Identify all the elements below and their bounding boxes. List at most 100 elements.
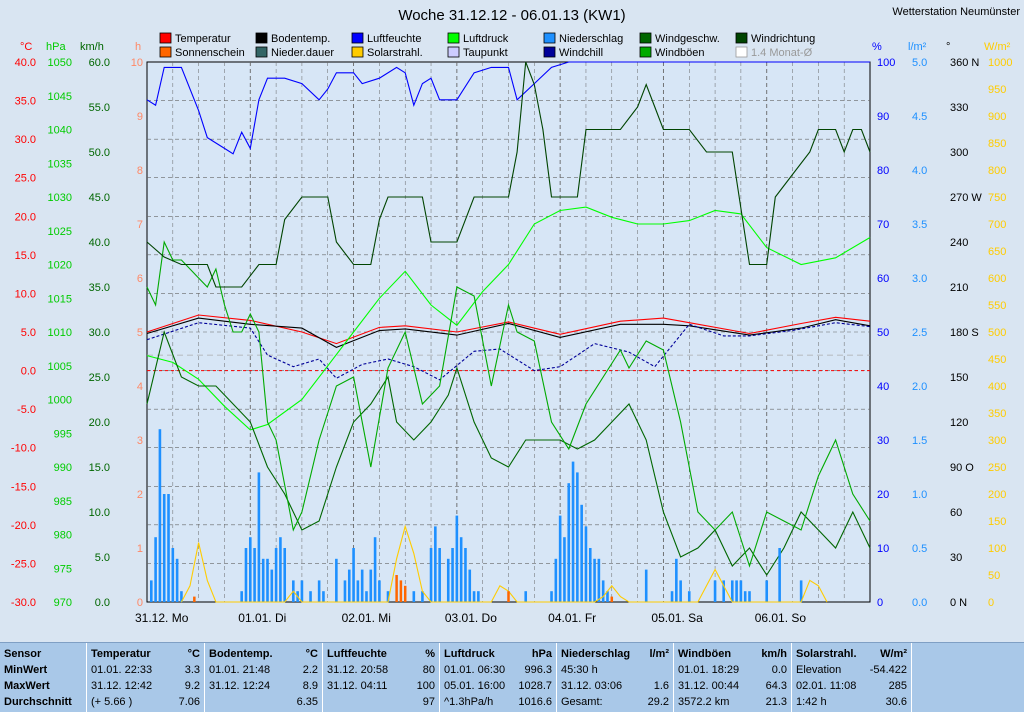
day-label: 03.01. Do xyxy=(445,611,497,625)
lm2-axis-tick: 4.5 xyxy=(912,111,927,123)
bar-Niederschlag xyxy=(421,591,424,602)
stats-column: Luftfeuchte% 31.12. 20:58 80 31.12. 04:11 10… xyxy=(323,643,440,712)
bar-Niederschlag xyxy=(593,558,596,602)
wm2-axis-tick: 850 xyxy=(988,138,1006,150)
stats-cell-value: 80 xyxy=(422,664,435,676)
legend-swatch xyxy=(639,32,652,44)
stats-label-max: MaxWert xyxy=(4,680,50,692)
day-label: 06.01. So xyxy=(755,611,807,625)
legend-label: Temperatur xyxy=(175,33,231,45)
temp-axis-tick: 5.0 xyxy=(21,327,36,339)
kmh-axis-tick: 60.0 xyxy=(89,57,110,69)
stats-row: 01.01. 18:29 0.0 xyxy=(678,662,787,678)
day-label: 31.12. Mo xyxy=(135,611,189,625)
bar-Niederschlag xyxy=(162,494,166,602)
bar-Niederschlag xyxy=(675,558,678,602)
legend-swatch xyxy=(351,46,364,58)
hpa-unit: hPa xyxy=(46,41,66,53)
bar-Niederschlag xyxy=(644,569,648,602)
bar-Niederschlag xyxy=(322,591,325,602)
kmh-axis-tick: 15.0 xyxy=(89,462,110,474)
hpa-axis-tick: 1010 xyxy=(48,327,72,339)
lm2-unit: l/m² xyxy=(908,41,927,53)
stats-cell-value: 8.9 xyxy=(302,680,318,692)
stats-cell-value: 7.06 xyxy=(178,696,200,708)
bar-Niederschlag xyxy=(373,537,377,602)
legend-label: Windrichtung xyxy=(751,33,815,45)
wm2-axis-tick: 400 xyxy=(988,381,1006,393)
hpa-axis-tick: 1005 xyxy=(48,361,72,373)
bar-Niederschlag xyxy=(584,526,588,602)
bar-Niederschlag xyxy=(451,548,454,602)
hpa-axis-tick: 970 xyxy=(54,597,72,609)
legend-swatch xyxy=(159,46,172,58)
stats-cell-label: 01.01. 22:33 xyxy=(91,664,153,676)
bar-Niederschlag xyxy=(477,591,480,602)
kmh-axis-tick: 10.0 xyxy=(89,507,110,519)
line-Luftfeuchte xyxy=(146,61,870,155)
bar-Niederschlag xyxy=(446,558,450,602)
legend-label: Windchill xyxy=(559,47,603,59)
bar-Niederschlag xyxy=(317,580,321,602)
stats-cell-value: 1028.7 xyxy=(518,680,552,692)
day-label: 04.01. Fr xyxy=(548,611,596,625)
bar-Niederschlag xyxy=(270,569,274,602)
hpa-axis-tick: 1015 xyxy=(48,293,72,305)
deg-axis-tick: 270 W xyxy=(950,192,982,204)
legend-label: Solarstrahl. xyxy=(367,47,423,59)
stats-cell-label: 01.01. 06:30 xyxy=(444,664,506,676)
pct-axis-tick: 70 xyxy=(877,219,889,231)
wm2-axis-tick: 500 xyxy=(988,327,1006,339)
kmh-axis-tick: 20.0 xyxy=(89,417,110,429)
bar-Niederschlag xyxy=(563,537,566,602)
chart-title: Woche 31.12.12 - 06.01.13 (KW1) xyxy=(398,7,625,24)
kmh-axis-tick: 40.0 xyxy=(89,237,110,249)
stats-label-min: MinWert xyxy=(4,664,48,676)
line-Bodentemp. xyxy=(146,317,871,349)
pct-axis-tick: 80 xyxy=(877,165,889,177)
bar-Niederschlag xyxy=(335,558,338,602)
hpa-axis-tick: 985 xyxy=(54,496,72,508)
stats-cell-label: 05.01. 16:00 xyxy=(444,680,506,692)
stats-cell-label: 02.01. 11:08 xyxy=(796,680,857,692)
lm2-axis-tick: 0.0 xyxy=(912,597,927,609)
bar-Niederschlag xyxy=(175,558,179,602)
deg-axis-tick: 330 xyxy=(950,102,968,114)
hpa-axis-tick: 1025 xyxy=(48,226,72,238)
stats-cell-value: l/m² xyxy=(649,648,669,660)
stats-row: 01.01. 21:48 2.2 xyxy=(209,662,318,678)
wm2-axis-tick: 450 xyxy=(988,354,1006,366)
bar-Niederschlag xyxy=(257,472,261,602)
bar-Niederschlag xyxy=(360,569,364,602)
legend-swatch xyxy=(255,46,268,58)
bar-Niederschlag xyxy=(558,515,562,602)
stats-cell-value: 6.35 xyxy=(296,696,318,708)
bar-Niederschlag xyxy=(765,580,769,602)
bar-Niederschlag xyxy=(347,569,351,602)
bar-Niederschlag xyxy=(180,591,183,602)
stats-row: 31.12. 12:24 8.9 xyxy=(209,678,318,694)
kmh-axis-tick: 5.0 xyxy=(95,552,110,564)
stats-column: Niederschlag l/m² 45:30 h 31.12. 03:06 1.6 Ge… xyxy=(557,643,674,712)
bar-Niederschlag xyxy=(679,580,682,602)
bar-Niederschlag xyxy=(158,429,162,602)
legend-swatch xyxy=(447,46,460,58)
stats-row: 31.12. 20:58 80 xyxy=(327,662,435,678)
bar-Niederschlag xyxy=(580,504,583,602)
bar-Niederschlag xyxy=(412,591,416,602)
temp-axis-tick: -15.0 xyxy=(11,481,36,493)
stats-cell-label: Bodentemp. xyxy=(209,648,273,660)
lm2-axis-tick: 5.0 xyxy=(912,57,927,69)
legend-label: Bodentemp. xyxy=(271,33,330,45)
hpa-axis-tick: 1045 xyxy=(48,91,72,103)
wm2-axis-tick: 200 xyxy=(988,489,1006,501)
bar-Niederschlag xyxy=(687,591,691,602)
lm2-axis-tick: 2.5 xyxy=(912,327,927,339)
kmh-axis-tick: 55.0 xyxy=(89,102,110,114)
kmh-axis-tick: 0.0 xyxy=(95,597,110,609)
bar-Niederschlag xyxy=(459,537,463,602)
hpa-axis-tick: 1040 xyxy=(48,125,72,137)
wm2-axis-tick: 950 xyxy=(988,84,1006,96)
legend-swatch xyxy=(735,46,748,58)
stats-cell-label: Elevation xyxy=(796,664,842,676)
